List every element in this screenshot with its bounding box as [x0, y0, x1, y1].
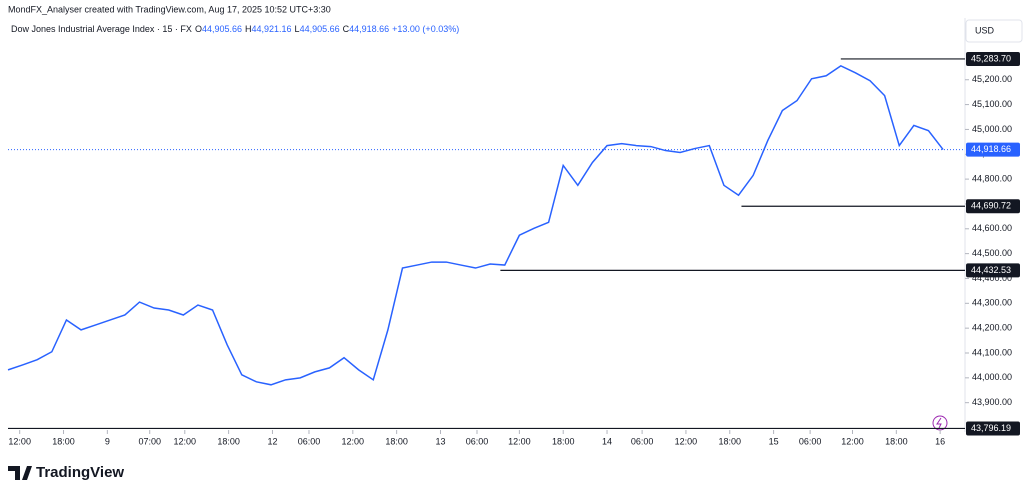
x-tick-label: 07:00: [138, 436, 161, 446]
open: 44,905.66: [202, 24, 242, 34]
low: 44,905.66: [300, 24, 340, 34]
x-tick-label: 18:00: [385, 436, 408, 446]
last-price-box: [966, 142, 1020, 157]
credit: MondFX_Analyser created with TradingView…: [8, 4, 331, 14]
y-tick-label: 43,900.00: [972, 397, 1012, 407]
price-level-box: [966, 51, 1020, 66]
y-tick-label: 44,100.00: [972, 347, 1012, 357]
low-label: L: [295, 24, 300, 34]
y-tick-label: 44,600.00: [972, 223, 1012, 233]
currency-box[interactable]: [965, 19, 1023, 43]
x-tick-label: 06:00: [298, 436, 321, 446]
high: 44,921.16: [252, 24, 292, 34]
x-tick-label: 12:00: [841, 436, 864, 446]
price-level-box: [966, 199, 1020, 214]
y-tick-label: 45,000.00: [972, 124, 1012, 134]
x-tick-label: 16: [935, 436, 945, 446]
brand: TradingView: [36, 464, 124, 481]
close: 44,918.66: [349, 24, 389, 34]
price-level-box: [966, 263, 1020, 278]
price-level-box: [966, 421, 1020, 436]
y-tick-label: 44,000.00: [972, 372, 1012, 382]
x-tick-label: 18:00: [552, 436, 575, 446]
logo[interactable]: TradingView: [8, 464, 124, 481]
y-tick-label: 45,100.00: [972, 99, 1012, 109]
price-line: [7, 64, 944, 386]
x-tick-label: 06:00: [799, 436, 822, 446]
x-tick-label: 12:00: [342, 436, 365, 446]
x-tick-label: 06:00: [466, 436, 489, 446]
change: +13.00 (+0.03%): [392, 24, 459, 34]
x-tick-label: 14: [602, 436, 612, 446]
x-tick-label: 12:00: [174, 436, 197, 446]
price-level-label: 44,432.53: [971, 265, 1011, 275]
last-price-label: 44,918.66: [971, 144, 1011, 154]
price-level-label: 45,283.70: [971, 53, 1011, 63]
logo-mark: [8, 466, 32, 480]
open-label: O: [195, 24, 202, 34]
x-tick-label: 18:00: [217, 436, 240, 446]
y-tick-label: 44,400.00: [972, 273, 1012, 283]
y-tick-label: 44,200.00: [972, 323, 1012, 333]
y-tick-label: 44,500.00: [972, 248, 1012, 258]
symbol: Dow Jones Industrial Average Index · 15 …: [11, 24, 192, 34]
close-label: C: [343, 24, 350, 34]
x-tick-label: 18:00: [52, 436, 75, 446]
currency[interactable]: USD: [975, 25, 995, 35]
event-icon-bolt: [936, 417, 942, 429]
symbol-info: Dow Jones Industrial Average Index · 15 …: [11, 24, 459, 34]
x-tick-label: 12:00: [508, 436, 531, 446]
y-tick-label: 44,300.00: [972, 298, 1012, 308]
price-level-label: 44,690.72: [971, 201, 1011, 211]
price-level-label: 43,796.19: [971, 423, 1011, 433]
high-label: H: [245, 24, 252, 34]
y-tick-label: 44,800.00: [972, 173, 1012, 183]
x-tick-label: 12:00: [675, 436, 698, 446]
x-tick-label: 12:00: [8, 436, 31, 446]
x-tick-label: 13: [435, 436, 445, 446]
x-tick-label: 9: [105, 436, 110, 446]
y-tick-label: 45,200.00: [972, 74, 1012, 84]
x-tick-label: 12: [267, 436, 277, 446]
x-tick-label: 15: [769, 436, 779, 446]
x-tick-label: 18:00: [719, 436, 742, 446]
x-tick-label: 18:00: [885, 436, 908, 446]
x-tick-label: 06:00: [631, 436, 654, 446]
